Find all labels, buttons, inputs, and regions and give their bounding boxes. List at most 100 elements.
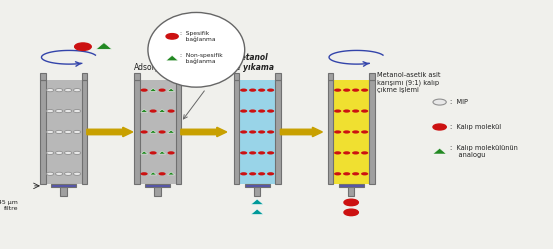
Circle shape — [159, 89, 166, 92]
Circle shape — [46, 172, 54, 175]
Text: :  Spesifik
   bağlanma: : Spesifik bağlanma — [180, 31, 216, 42]
Circle shape — [344, 209, 358, 216]
Polygon shape — [149, 172, 156, 175]
Circle shape — [46, 109, 54, 113]
FancyBboxPatch shape — [233, 80, 239, 184]
Circle shape — [249, 109, 256, 113]
Polygon shape — [251, 209, 263, 214]
Circle shape — [343, 172, 350, 175]
Circle shape — [249, 172, 256, 175]
Polygon shape — [140, 109, 148, 112]
Circle shape — [65, 151, 72, 154]
FancyBboxPatch shape — [333, 80, 369, 184]
Circle shape — [65, 130, 72, 133]
Circle shape — [159, 130, 166, 133]
FancyBboxPatch shape — [134, 73, 139, 80]
FancyBboxPatch shape — [233, 73, 239, 80]
Circle shape — [55, 109, 62, 113]
Circle shape — [74, 130, 81, 133]
Text: 0,45 μm
filtre: 0,45 μm filtre — [0, 200, 18, 211]
Circle shape — [249, 89, 256, 92]
FancyArrow shape — [181, 127, 227, 137]
Ellipse shape — [148, 12, 244, 87]
Polygon shape — [251, 199, 263, 204]
Circle shape — [240, 89, 247, 92]
FancyBboxPatch shape — [254, 187, 260, 196]
Circle shape — [65, 172, 72, 175]
Circle shape — [74, 172, 81, 175]
Circle shape — [149, 109, 156, 113]
FancyBboxPatch shape — [239, 80, 275, 184]
Circle shape — [46, 130, 54, 133]
Circle shape — [159, 172, 166, 175]
Circle shape — [166, 34, 178, 39]
Circle shape — [334, 89, 341, 92]
Circle shape — [55, 172, 62, 175]
Circle shape — [267, 172, 274, 175]
Circle shape — [240, 172, 247, 175]
Circle shape — [352, 109, 359, 113]
Circle shape — [361, 172, 368, 175]
Circle shape — [334, 109, 341, 113]
FancyBboxPatch shape — [51, 184, 76, 187]
FancyBboxPatch shape — [348, 187, 354, 196]
FancyArrow shape — [87, 127, 133, 137]
Circle shape — [140, 89, 148, 92]
Polygon shape — [166, 56, 178, 61]
FancyBboxPatch shape — [244, 184, 270, 187]
Circle shape — [74, 109, 81, 113]
FancyBboxPatch shape — [338, 184, 364, 187]
Circle shape — [343, 109, 350, 113]
Polygon shape — [140, 151, 148, 154]
FancyBboxPatch shape — [45, 80, 82, 184]
Circle shape — [267, 109, 274, 113]
Circle shape — [334, 172, 341, 175]
Circle shape — [168, 109, 175, 113]
FancyBboxPatch shape — [369, 73, 374, 80]
Polygon shape — [433, 148, 446, 154]
Circle shape — [267, 151, 274, 154]
Circle shape — [149, 151, 156, 154]
FancyBboxPatch shape — [82, 80, 87, 184]
FancyBboxPatch shape — [176, 80, 181, 184]
Circle shape — [258, 151, 265, 154]
Circle shape — [249, 130, 256, 133]
Circle shape — [258, 130, 265, 133]
Polygon shape — [149, 130, 156, 133]
Circle shape — [343, 130, 350, 133]
Circle shape — [352, 89, 359, 92]
Circle shape — [352, 151, 359, 154]
Text: :  MIP: : MIP — [450, 99, 468, 105]
Circle shape — [334, 130, 341, 133]
Circle shape — [74, 151, 81, 154]
Polygon shape — [168, 172, 175, 175]
Circle shape — [46, 89, 54, 92]
FancyArrow shape — [280, 127, 322, 137]
Circle shape — [267, 89, 274, 92]
FancyBboxPatch shape — [40, 73, 45, 80]
FancyBboxPatch shape — [40, 80, 45, 184]
FancyBboxPatch shape — [369, 80, 374, 184]
Circle shape — [334, 151, 341, 154]
FancyBboxPatch shape — [134, 80, 139, 184]
FancyBboxPatch shape — [145, 184, 170, 187]
Circle shape — [240, 109, 247, 113]
FancyBboxPatch shape — [327, 80, 333, 184]
Text: Adsorpsiyon: Adsorpsiyon — [134, 63, 181, 72]
Circle shape — [352, 130, 359, 133]
FancyBboxPatch shape — [139, 80, 175, 184]
Polygon shape — [96, 43, 112, 49]
Text: :  Non-spesifik
   bağlanma: : Non-spesifik bağlanma — [180, 53, 223, 64]
FancyBboxPatch shape — [60, 187, 67, 196]
Circle shape — [361, 130, 368, 133]
Circle shape — [140, 130, 148, 133]
Circle shape — [55, 151, 62, 154]
Circle shape — [74, 89, 81, 92]
Circle shape — [55, 130, 62, 133]
Circle shape — [258, 109, 265, 113]
Circle shape — [267, 130, 274, 133]
Polygon shape — [149, 88, 156, 91]
Circle shape — [140, 172, 148, 175]
Circle shape — [433, 124, 446, 130]
Polygon shape — [159, 151, 166, 154]
